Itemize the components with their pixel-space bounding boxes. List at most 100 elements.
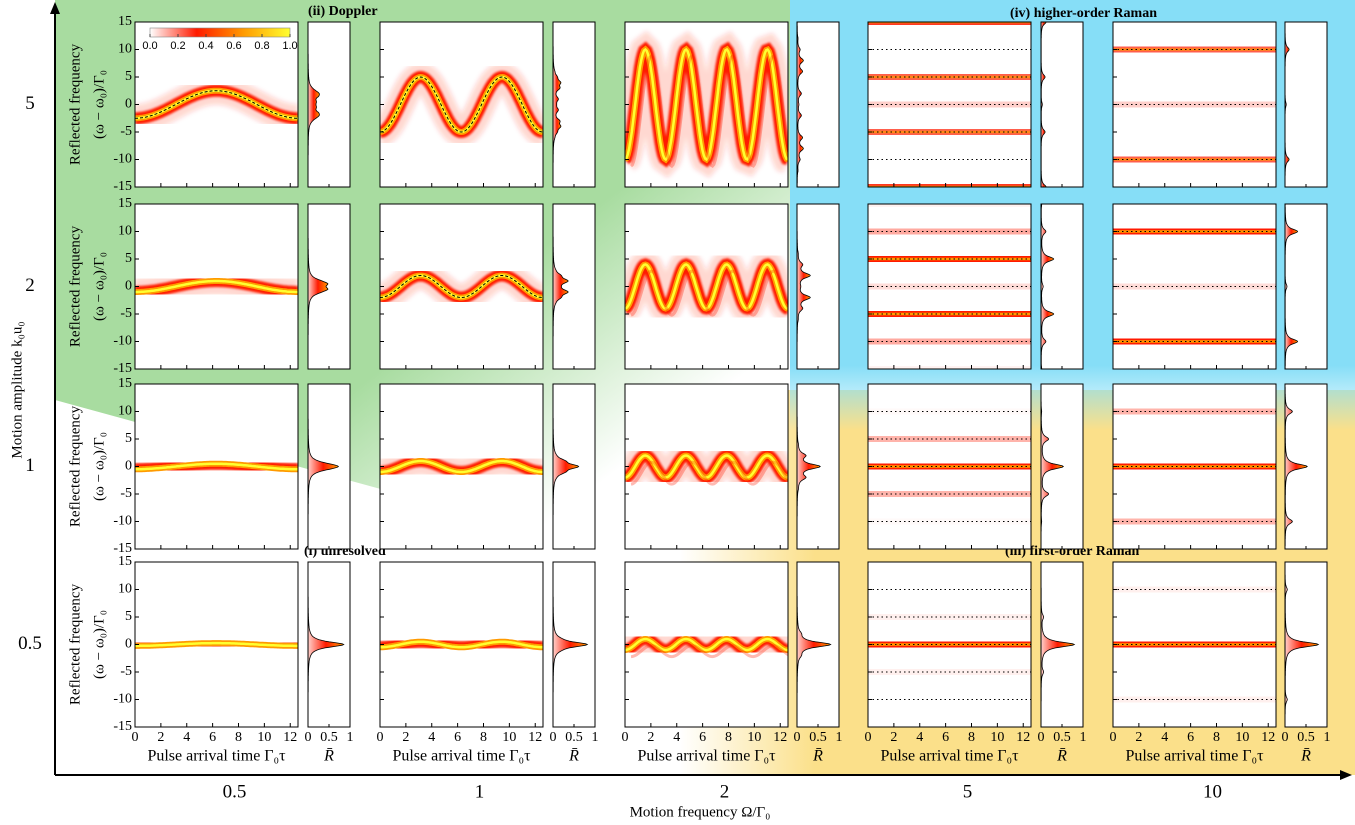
x-arrow bbox=[1340, 770, 1352, 780]
panel-x-label: Pulse arrival time Γ₀τ bbox=[1125, 748, 1264, 765]
x-tick-label: 4 bbox=[428, 730, 435, 745]
doppler-core bbox=[625, 454, 788, 479]
panel-y-label: Reflected frequency bbox=[67, 583, 83, 705]
x-tick-label: 4 bbox=[916, 730, 923, 745]
y-tick-label: -5 bbox=[120, 124, 132, 139]
profile-x-label: R̄ bbox=[1056, 748, 1067, 765]
doppler-core bbox=[625, 263, 788, 310]
x-tick-label: 12 bbox=[1261, 730, 1275, 745]
row-label: 1 bbox=[25, 455, 35, 476]
profile-tick-label: 0 bbox=[305, 730, 312, 745]
profile-tick-label: 1 bbox=[1324, 730, 1331, 745]
panel-y-label: Reflected frequency bbox=[67, 43, 83, 165]
x-tick-label: 4 bbox=[183, 730, 190, 745]
x-tick-label: 6 bbox=[1187, 730, 1194, 745]
doppler-guide bbox=[135, 90, 298, 119]
x-tick-label: 10 bbox=[747, 730, 761, 745]
x-tick-label: 10 bbox=[990, 730, 1004, 745]
row-label: 0.5 bbox=[18, 633, 42, 654]
heatmap bbox=[868, 411, 1031, 522]
y-arrow bbox=[50, 2, 60, 14]
heatmap bbox=[135, 629, 298, 660]
heatmap bbox=[868, 204, 1031, 369]
colorbar-tick-label: 0.2 bbox=[170, 40, 185, 52]
panel-y-label: (ω − ω₀)/Γ₀ bbox=[91, 70, 107, 139]
heatmap bbox=[625, 249, 788, 324]
y-tick-label: 0 bbox=[125, 637, 132, 652]
profile bbox=[796, 21, 804, 188]
doppler-core bbox=[380, 459, 543, 474]
heatmap bbox=[380, 447, 543, 486]
y-tick-label: -5 bbox=[120, 306, 132, 321]
y-tick-label: -15 bbox=[113, 541, 132, 556]
heatmap bbox=[135, 449, 298, 484]
colorbar-tick-label: 0.4 bbox=[198, 40, 213, 52]
y-tick-label: 5 bbox=[125, 431, 132, 446]
profile bbox=[1284, 383, 1308, 550]
x-tick-label: 12 bbox=[1016, 730, 1030, 745]
y-tick-label: -5 bbox=[120, 486, 132, 501]
x-axis-title: Motion frequency Ω/Γ₀ bbox=[630, 804, 771, 820]
profile-tick-label: 1 bbox=[592, 730, 599, 745]
y-axis-title: Motion amplitude k₀u₀ bbox=[9, 321, 25, 458]
y-tick-label: 15 bbox=[118, 376, 132, 391]
heatmap bbox=[1113, 586, 1276, 703]
column-label: 1 bbox=[475, 781, 485, 802]
profile bbox=[1284, 21, 1290, 188]
profile-bg bbox=[1041, 204, 1083, 369]
x-tick-label: 8 bbox=[235, 730, 242, 745]
profile-tick-label: 0.5 bbox=[565, 730, 583, 745]
doppler-echo bbox=[630, 460, 788, 486]
y-tick-label: 15 bbox=[118, 14, 132, 29]
profile-tick-label: 0 bbox=[1282, 730, 1289, 745]
x-tick-label: 0 bbox=[865, 730, 872, 745]
row-label: 5 bbox=[25, 93, 35, 114]
x-tick-label: 2 bbox=[890, 730, 897, 745]
x-tick-label: 10 bbox=[1235, 730, 1249, 745]
profile-tick-label: 0.5 bbox=[320, 730, 338, 745]
panel-y-label: (ω − ω₀)/Γ₀ bbox=[91, 252, 107, 321]
panel-x-label: Pulse arrival time Γ₀τ bbox=[880, 748, 1019, 765]
y-tick-label: 0 bbox=[125, 97, 132, 112]
panel-x-label: Pulse arrival time Γ₀τ bbox=[637, 748, 776, 765]
heatmap bbox=[1113, 41, 1276, 168]
y-tick-label: -10 bbox=[113, 514, 132, 529]
x-tick-label: 0 bbox=[377, 730, 384, 745]
x-tick-label: 4 bbox=[1161, 730, 1168, 745]
x-tick-label: 0 bbox=[622, 730, 629, 745]
panel-y-label: (ω − ω₀)/Γ₀ bbox=[91, 610, 107, 679]
y-tick-label: 15 bbox=[118, 554, 132, 569]
profile-bg bbox=[797, 204, 839, 369]
y-tick-label: 5 bbox=[125, 609, 132, 624]
panel-y-label: (ω − ω₀)/Γ₀ bbox=[91, 432, 107, 501]
profile-x-label: R̄ bbox=[1300, 748, 1311, 765]
profile-tick-label: 1 bbox=[347, 730, 354, 745]
profile-x-label: R̄ bbox=[812, 748, 823, 765]
y-tick-label: 5 bbox=[125, 251, 132, 266]
regime-label: (iv) higher-order Raman bbox=[1010, 6, 1157, 21]
profile-x-label: R̄ bbox=[323, 748, 334, 765]
x-tick-label: 2 bbox=[1135, 730, 1142, 745]
profile-tick-label: 0 bbox=[550, 730, 557, 745]
x-tick-label: 6 bbox=[942, 730, 949, 745]
profile-x-label: R̄ bbox=[568, 748, 579, 765]
profile-tick-label: 0 bbox=[794, 730, 801, 745]
x-tick-label: 2 bbox=[402, 730, 409, 745]
doppler-core bbox=[380, 640, 543, 649]
x-tick-label: 6 bbox=[699, 730, 706, 745]
heatmap bbox=[868, 589, 1031, 700]
profile-tick-label: 0 bbox=[1038, 730, 1045, 745]
y-tick-label: 0 bbox=[125, 279, 132, 294]
panel-x-label: Pulse arrival time Γ₀τ bbox=[392, 748, 531, 765]
profile-bg bbox=[1041, 22, 1083, 187]
y-tick-label: 0 bbox=[125, 459, 132, 474]
doppler-core bbox=[135, 279, 298, 294]
heatmap bbox=[1113, 223, 1276, 350]
heatmap bbox=[625, 30, 788, 179]
panel-y-label: Reflected frequency bbox=[67, 225, 83, 347]
regime-label: (iii) first-order Raman bbox=[1005, 544, 1139, 559]
y-tick-label: -10 bbox=[113, 152, 132, 167]
profile-tick-label: 1 bbox=[1080, 730, 1087, 745]
x-tick-label: 4 bbox=[673, 730, 680, 745]
